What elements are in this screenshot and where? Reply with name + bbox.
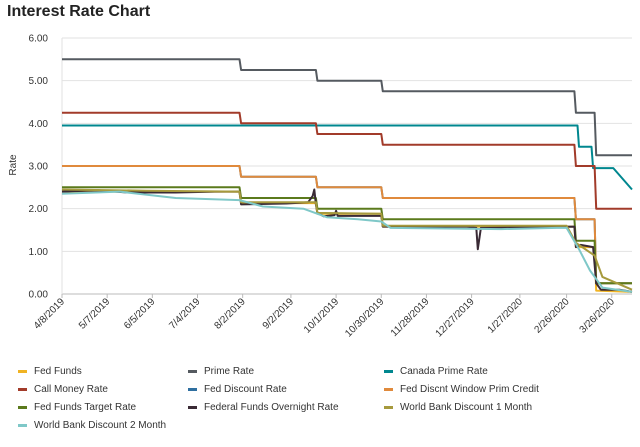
legend-label: World Bank Discount 1 Month [400, 402, 533, 413]
x-tick-label: 4/8/2019 [32, 296, 68, 332]
interest-rate-chart: 0.00 1.00 2.00 3.00 4.00 5.00 6.00 4/8/2019 5/7… [8, 34, 633, 340]
legend-swatch [18, 406, 27, 409]
y-tick-label: 2.00 [29, 204, 49, 215]
x-tick-label: 11/28/2019 [389, 296, 432, 339]
series-line-call-money-rate [62, 111, 632, 210]
legend-swatch [18, 388, 27, 391]
x-tick-label: 10/1/2019 [302, 296, 342, 336]
legend-label: Canada Prime Rate [400, 366, 488, 377]
legend-item: Prime Rate [188, 366, 254, 377]
series-line-fed-discount-rate [62, 165, 632, 285]
x-axis-ticks: 4/8/2019 5/7/2019 6/5/2019 7/4/2019 8/2/2019… [32, 294, 617, 340]
legend-label: Fed Discnt Window Prim Credit [400, 384, 539, 395]
legend-item: World Bank Discount 2 Month [18, 420, 166, 431]
series-lines [61, 58, 633, 293]
series-line-world-bank-discount-2-month [61, 190, 633, 293]
x-tick-label: 9/2/2019 [261, 296, 297, 332]
legend-label: Federal Funds Overnight Rate [204, 402, 339, 413]
x-tick-label: 10/30/2019 [343, 296, 386, 339]
legend-label: Fed Discount Rate [204, 384, 287, 395]
x-tick-label: 7/4/2019 [167, 296, 203, 332]
legend-label: Prime Rate [204, 366, 255, 377]
legend-item: Fed Discnt Window Prim Credit [384, 384, 539, 395]
series-line-canada-prime-rate [62, 124, 633, 191]
y-tick-label: 1.00 [29, 247, 49, 258]
series-line-federal-funds-overnight-rate [61, 188, 633, 293]
x-tick-label: 1/27/2020 [486, 296, 526, 336]
legend-swatch [18, 370, 27, 373]
x-tick-label: 5/7/2019 [77, 296, 113, 332]
legend-label: Fed Funds Target Rate [34, 402, 137, 413]
y-tick-label: 3.00 [29, 162, 49, 173]
legend-item: Fed Discount Rate [188, 384, 287, 395]
y-tick-label: 4.00 [29, 119, 49, 130]
legend-swatch [188, 388, 197, 391]
y-tick-label: 6.00 [29, 34, 49, 45]
y-axis-label: Rate [8, 154, 19, 176]
chart-title: Interest Rate Chart [7, 3, 151, 20]
x-tick-label: 12/27/2019 [434, 296, 477, 339]
legend-item: Canada Prime Rate [384, 366, 488, 377]
legend-swatch [384, 388, 393, 391]
y-axis-ticks: 0.00 1.00 2.00 3.00 4.00 5.00 6.00 [29, 34, 49, 301]
legend-item: Fed Funds Target Rate [18, 402, 136, 413]
legend-swatch [384, 406, 393, 409]
legend-item: World Bank Discount 1 Month [384, 402, 532, 413]
x-tick-label: 6/5/2019 [122, 296, 158, 332]
x-tick-label: 8/2/2019 [212, 296, 248, 332]
y-tick-label: 5.00 [29, 76, 49, 87]
x-tick-label: 3/26/2020 [578, 296, 618, 336]
legend-swatch [188, 370, 197, 373]
series-line-fed-funds-target-rate [62, 186, 632, 285]
legend-swatch [188, 406, 197, 409]
legend-label: Call Money Rate [34, 384, 108, 395]
series-line-fed-discnt-window-prim-credit [62, 165, 632, 285]
legend-item: Federal Funds Overnight Rate [188, 402, 339, 413]
series-line-fed-funds [62, 190, 633, 293]
series-line-prime-rate [62, 58, 632, 157]
series-line-world-bank-discount-1-month [61, 188, 633, 291]
legend-item: Call Money Rate [18, 384, 108, 395]
x-tick-label: 2/26/2020 [532, 296, 572, 336]
legend-label: World Bank Discount 2 Month [34, 420, 167, 431]
legend-item: Fed Funds [18, 366, 82, 377]
y-tick-label: 0.00 [29, 290, 49, 301]
legend-swatch [18, 424, 27, 427]
legend-swatch [384, 370, 393, 373]
legend-label: Fed Funds [34, 366, 82, 377]
